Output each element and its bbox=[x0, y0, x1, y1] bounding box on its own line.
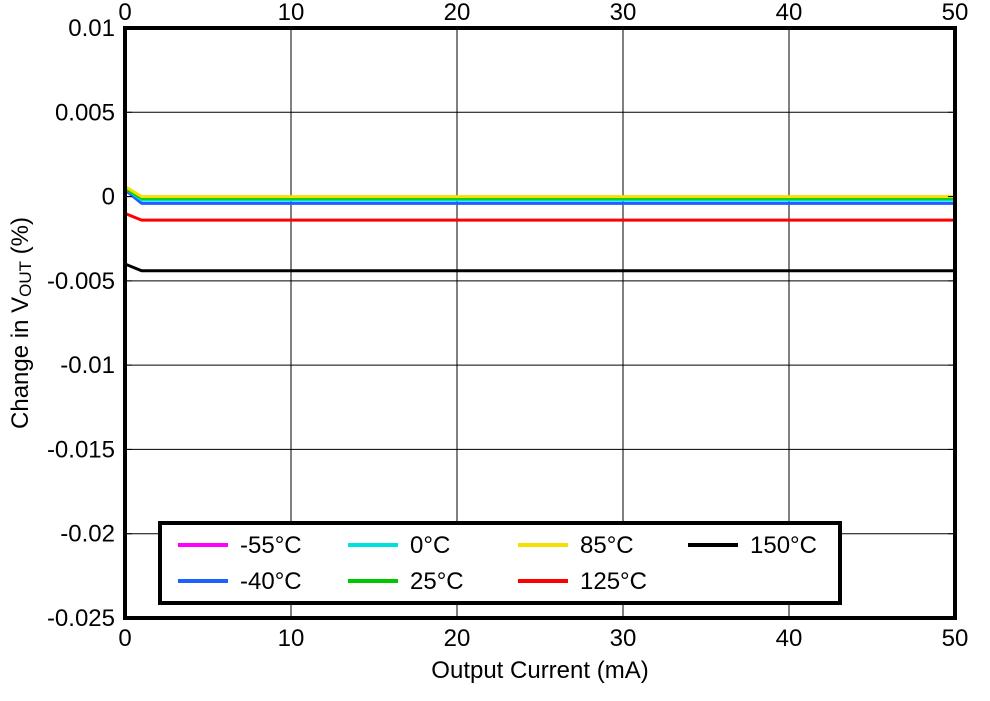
x-top-tick-label: 40 bbox=[776, 0, 803, 26]
legend-label: 85°C bbox=[580, 532, 634, 559]
legend-label: 25°C bbox=[410, 568, 464, 595]
x-tick-label: 50 bbox=[942, 625, 969, 652]
x-top-tick-label: 50 bbox=[942, 0, 969, 26]
x-tick-label: 0 bbox=[118, 625, 131, 652]
x-top-tick-label: 10 bbox=[278, 0, 305, 26]
y-tick-label: 0 bbox=[102, 184, 115, 211]
legend-label: 125°C bbox=[580, 568, 647, 595]
y-tick-label: -0.025 bbox=[47, 605, 115, 632]
legend-label: -40°C bbox=[240, 568, 302, 595]
x-top-tick-label: 20 bbox=[444, 0, 471, 26]
y-tick-label: -0.015 bbox=[47, 436, 115, 463]
legend-label: -55°C bbox=[240, 532, 302, 559]
x-top-tick-label: 30 bbox=[610, 0, 637, 26]
y-tick-label: -0.005 bbox=[47, 268, 115, 295]
x-top-tick-label: 0 bbox=[118, 0, 131, 26]
y-axis-label: Change in VOUT (%) bbox=[7, 217, 35, 429]
y-tick-label: -0.02 bbox=[60, 521, 115, 548]
y-tick-label: -0.01 bbox=[60, 352, 115, 379]
x-tick-label: 20 bbox=[444, 625, 471, 652]
y-tick-label: 0.01 bbox=[68, 15, 115, 42]
x-tick-label: 10 bbox=[278, 625, 305, 652]
x-tick-label: 40 bbox=[776, 625, 803, 652]
x-axis-label: Output Current (mA) bbox=[431, 657, 648, 684]
legend: -55°C 0°C 85°C 150°C -40°C 25°C 125°C bbox=[160, 523, 840, 603]
chart-container: 0 10 20 30 40 50 0 10 20 30 40 50 -0.025 -0.02 -0.015 -… bbox=[0, 0, 990, 701]
line-chart: 0 10 20 30 40 50 0 10 20 30 40 50 -0.025 -0.02 -0.015 -… bbox=[0, 0, 990, 701]
y-tick-label: 0.005 bbox=[55, 99, 115, 126]
legend-label: 150°C bbox=[750, 532, 817, 559]
x-tick-label: 30 bbox=[610, 625, 637, 652]
legend-label: 0°C bbox=[410, 532, 450, 559]
